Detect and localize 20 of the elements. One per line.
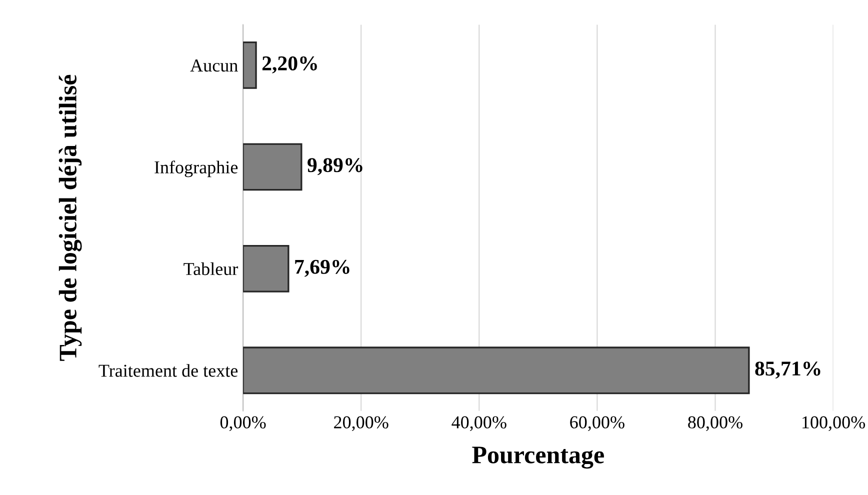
y-tick-label: Infographie xyxy=(154,160,238,178)
x-tick-label: 80,00% xyxy=(688,416,742,432)
bar xyxy=(243,346,750,394)
x-axis-title: Pourcentage xyxy=(472,446,604,469)
y-tick-label: Traitement de texte xyxy=(98,364,238,377)
x-tick-label: 60,00% xyxy=(570,416,624,432)
bar xyxy=(243,143,302,191)
data-label: 2,20% xyxy=(262,56,317,74)
y-axis-title: Type de logiciel déjà utilisé xyxy=(58,74,82,361)
x-tick-label: 20,00% xyxy=(334,416,388,432)
data-label: 7,69% xyxy=(295,260,350,277)
x-tick-label: 0,00% xyxy=(220,416,266,432)
y-tick-label: Aucun xyxy=(190,60,238,72)
x-tick-label: 100,00% xyxy=(802,416,866,432)
data-label: 85,71% xyxy=(755,362,820,379)
data-label: 9,89% xyxy=(308,158,362,176)
y-tick-label: Tableur xyxy=(184,262,238,276)
bar xyxy=(243,244,290,292)
bar xyxy=(243,41,257,89)
x-tick-label: 40,00% xyxy=(452,416,506,432)
